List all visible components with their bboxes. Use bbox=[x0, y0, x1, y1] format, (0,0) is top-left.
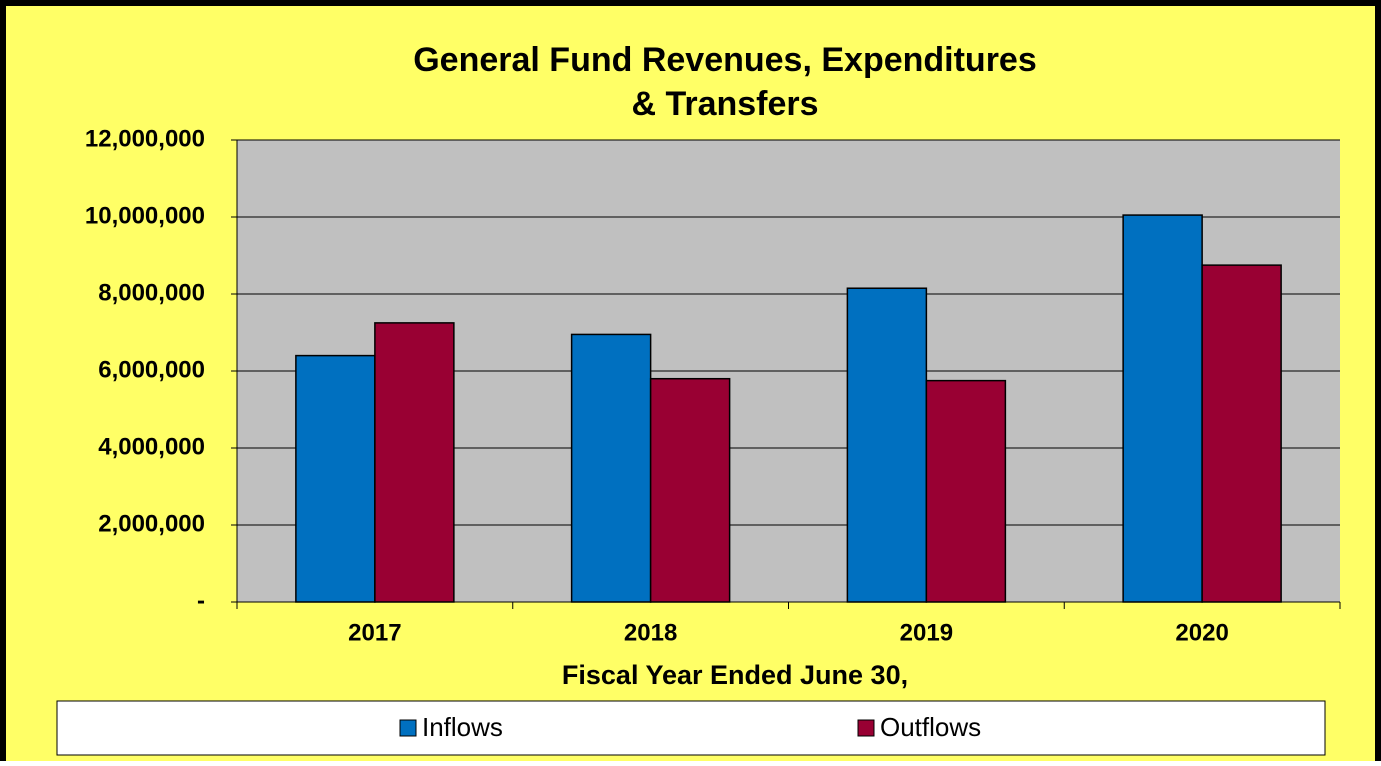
legend-label: Outflows bbox=[880, 712, 981, 742]
y-tick-label: 2,000,000 bbox=[98, 510, 205, 537]
x-tick-label: 2018 bbox=[624, 619, 677, 646]
legend-swatch bbox=[857, 719, 875, 737]
bar bbox=[374, 322, 455, 603]
chart-title: & Transfers bbox=[631, 85, 818, 123]
y-tick-label: 4,000,000 bbox=[98, 433, 205, 460]
y-tick-label: 10,000,000 bbox=[85, 202, 205, 229]
y-tick-label: 12,000,000 bbox=[85, 125, 205, 152]
bar bbox=[1201, 264, 1282, 603]
y-tick-label: - bbox=[197, 587, 205, 614]
bar bbox=[649, 377, 731, 603]
y-tick-label: 8,000,000 bbox=[98, 279, 205, 306]
legend bbox=[56, 700, 1326, 756]
bar bbox=[295, 354, 376, 603]
bar bbox=[846, 287, 928, 603]
legend-label: Inflows bbox=[422, 712, 503, 742]
bar bbox=[570, 333, 652, 603]
x-tick-label: 2017 bbox=[348, 619, 401, 646]
bar bbox=[925, 379, 1007, 603]
chart-title: General Fund Revenues, Expenditures bbox=[413, 41, 1037, 79]
x-tick-label: 2020 bbox=[1175, 619, 1228, 646]
legend-swatch bbox=[399, 719, 417, 737]
x-tick-label: 2019 bbox=[900, 619, 953, 646]
y-tick-label: 6,000,000 bbox=[98, 356, 205, 383]
x-axis-title: Fiscal Year Ended June 30, bbox=[562, 660, 908, 690]
bar bbox=[1122, 214, 1203, 603]
